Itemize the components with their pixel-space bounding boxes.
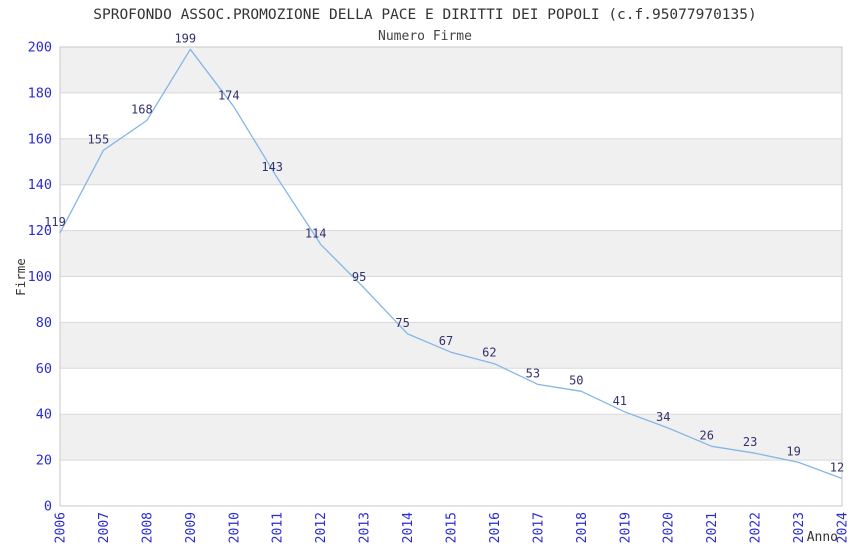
y-tick-label: 200 [28,40,52,56]
data-label: 95 [352,270,366,284]
x-tick-label: 2024 [836,512,850,543]
x-tick-label: 2013 [358,512,373,543]
y-tick-label: 0 [44,499,52,515]
chart-subtitle: Numero Firme [378,29,472,44]
data-labels: 119 155 168 199 174 143 114 95 75 67 62 53 50 41 34 26 2… [44,31,844,474]
data-label: 19 [786,444,800,458]
data-label: 174 [218,89,240,103]
data-label: 62 [482,346,496,360]
data-label: 67 [439,334,453,348]
x-tick-label: 2022 [749,512,764,543]
y-tick-label: 80 [36,315,52,331]
data-label: 119 [44,215,66,229]
plot-bands [60,47,842,461]
x-tick-label: 2009 [184,512,199,543]
plot-band [60,414,842,461]
data-label: 41 [613,394,627,408]
x-tick-label: 2023 [792,512,807,543]
gridlines [59,46,843,507]
y-axis-tick-labels: 0 20 40 60 80 100 120 140 160 180 200 [28,40,52,515]
data-label: 50 [569,373,583,387]
x-tick-label: 2019 [618,512,633,543]
series-line [59,48,843,480]
x-tick-label: 2007 [97,512,112,543]
data-label: 34 [656,410,670,424]
y-axis-title: Firme [13,258,28,296]
chart-title: SPROFONDO ASSOC.PROMOZIONE DELLA PACE E … [93,7,756,23]
y-tick-label: 140 [28,177,52,193]
data-label: 12 [830,461,844,475]
plot-band [60,230,842,277]
plot-band [60,47,842,93]
x-axis-tick-labels: 2006 2007 2008 2009 2010 2011 2012 2013 2014 2015… [54,512,850,543]
x-tick-label: 2011 [271,512,286,543]
data-label: 23 [743,435,757,449]
x-tick-label: 2014 [401,512,416,543]
x-tick-label: 2017 [531,512,546,543]
x-tick-label: 2010 [227,512,242,543]
data-label: 75 [395,316,409,330]
plot-band [60,322,842,369]
data-label: 168 [131,102,153,116]
y-tick-label: 20 [36,453,52,469]
x-tick-label: 2012 [314,512,329,543]
x-tick-label: 2006 [54,512,69,543]
y-tick-label: 160 [28,131,52,147]
x-tick-label: 2016 [488,512,503,543]
plot-band [60,138,842,185]
data-label: 114 [305,226,327,240]
y-tick-label: 40 [36,407,52,423]
y-tick-label: 60 [36,361,52,377]
y-tick-label: 120 [28,223,52,239]
x-axis-title: Anno [807,530,838,545]
series [59,48,843,480]
plot-border [59,46,843,507]
data-label: 199 [174,31,196,45]
data-label: 143 [261,160,283,174]
data-label: 155 [88,132,110,146]
data-label: 53 [526,366,540,380]
x-tick-label: 2008 [140,512,155,543]
x-tick-label: 2021 [705,512,720,543]
x-tick-label: 2018 [575,512,590,543]
data-label: 26 [699,428,713,442]
y-tick-label: 180 [28,85,52,101]
y-tick-label: 100 [28,269,52,285]
x-tick-label: 2020 [662,512,677,543]
x-tick-label: 2015 [445,512,460,543]
